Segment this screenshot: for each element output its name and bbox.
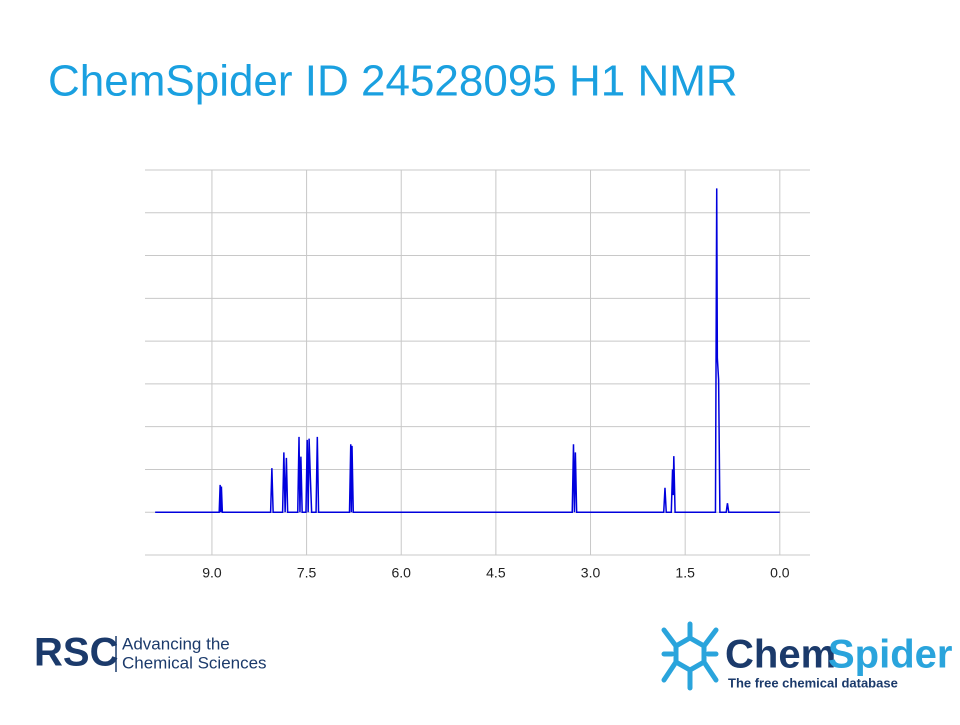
spider-icon — [661, 621, 719, 691]
rsc-tagline: Chemical Sciences — [122, 653, 267, 672]
x-tick-label: 3.0 — [581, 565, 601, 581]
x-tick-label: 9.0 — [202, 565, 222, 581]
plot-area — [140, 165, 812, 590]
x-tick-label: 1.5 — [675, 565, 695, 581]
logo-spider: Spider — [828, 633, 952, 677]
logo-chem: Chem — [725, 633, 836, 677]
x-tick-label: 7.5 — [297, 565, 317, 581]
logo-tagline: The free chemical database — [728, 675, 898, 690]
x-tick-label: 4.5 — [486, 565, 506, 581]
x-tick-label: 10.5 — [104, 565, 131, 581]
chemspider-logo: Chem Spider The free chemical database — [661, 621, 952, 691]
rsc-logo: RSC Advancing the Chemical Sciences — [34, 631, 267, 675]
x-tick-label: 0.0 — [770, 565, 790, 581]
spectrum-line — [155, 188, 780, 513]
chart-title: ChemSpider ID 24528095 H1 NMR — [48, 57, 738, 106]
x-tick-label: 6.0 — [391, 565, 411, 581]
plot: 10.5 9.0 7.5 6.0 4.5 3.0 1.5 0.0 — [104, 169, 810, 581]
rsc-tagline: Advancing the — [122, 634, 230, 653]
rsc-logo-text: RSC — [34, 631, 118, 675]
